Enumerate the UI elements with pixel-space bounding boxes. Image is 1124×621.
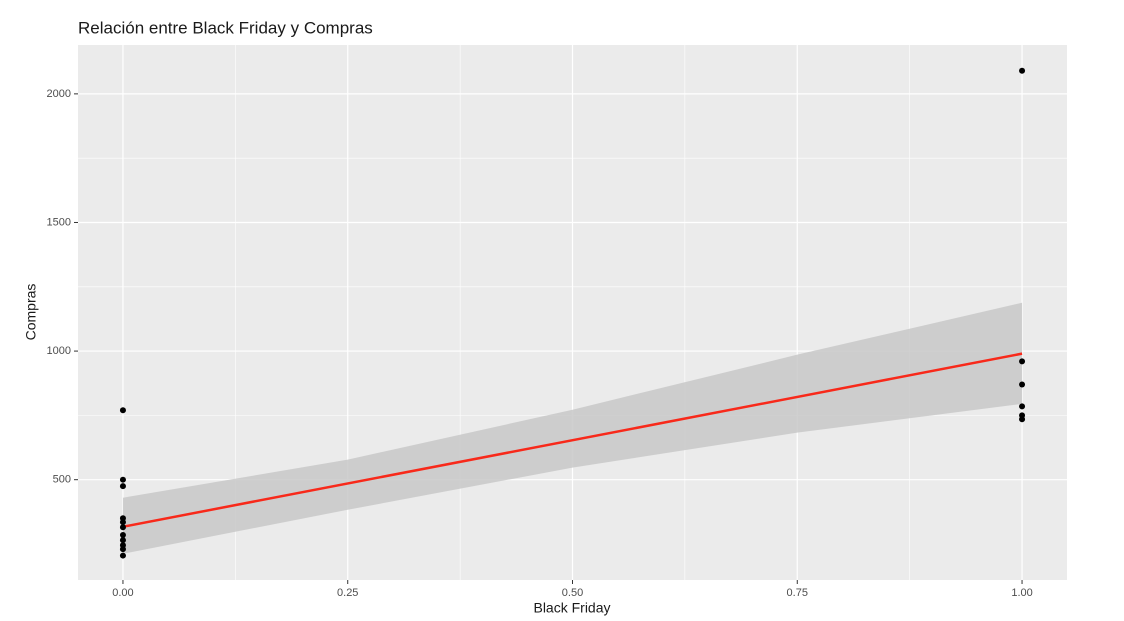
point — [119, 537, 126, 544]
x-tick-label: 0.00 — [112, 587, 133, 599]
y-tick-label: 500 — [53, 474, 71, 486]
chart-title: Relación entre Black Friday y Compras — [78, 18, 373, 37]
point — [119, 483, 126, 490]
y-tick-label: 1000 — [47, 345, 71, 357]
y-tick-label: 2000 — [47, 88, 71, 100]
y-tick-label: 1500 — [47, 216, 71, 228]
point — [119, 407, 126, 414]
point — [119, 546, 126, 553]
point — [1019, 358, 1026, 365]
x-tick-label: 0.75 — [787, 587, 808, 599]
fit-line — [122, 352, 1023, 528]
point — [119, 524, 126, 531]
point — [1019, 403, 1026, 410]
confidence-band — [122, 302, 1023, 554]
point — [1019, 381, 1026, 388]
x-tick-label: 1.00 — [1011, 587, 1032, 599]
y-axis-label: Compras — [23, 284, 39, 341]
x-axis-label: Black Friday — [533, 600, 610, 616]
x-tick-label: 0.50 — [562, 587, 583, 599]
point — [119, 519, 126, 526]
x-tick-label: 0.25 — [337, 587, 358, 599]
point — [119, 552, 126, 559]
point — [1019, 67, 1026, 74]
point — [119, 531, 126, 538]
point — [1019, 416, 1026, 423]
point — [119, 476, 126, 483]
